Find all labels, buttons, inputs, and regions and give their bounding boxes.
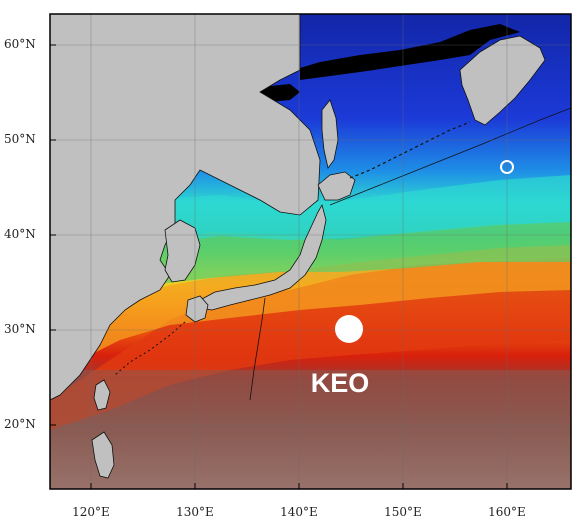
lat-label-20n: 20°N <box>4 417 36 431</box>
land-kamchatka <box>459 35 546 126</box>
lon-label-120e: 120°E <box>72 505 110 519</box>
land-japan-hokkaido <box>317 171 356 201</box>
izu-arc-line <box>249 297 266 401</box>
graticule <box>50 14 571 489</box>
kuroshio-warm-band <box>50 258 571 430</box>
land-taiwan <box>93 379 111 411</box>
land-japan-kyushu <box>185 295 209 323</box>
land-sakhalin <box>321 99 339 169</box>
south-warm-pool <box>50 370 571 489</box>
lat-label-60n: 60°N <box>4 37 36 51</box>
land-japan-honshu <box>199 203 327 311</box>
lon-label-150e: 150°E <box>384 505 422 519</box>
lat-ticks <box>50 44 56 426</box>
lat-label-30n: 30°N <box>4 322 36 336</box>
lon-ticks <box>90 483 508 489</box>
lon-label-130e: 130°E <box>176 505 214 519</box>
transition-green-band <box>90 222 571 300</box>
keo-station-marker <box>335 315 363 343</box>
keo-station-label: KEO <box>311 368 370 398</box>
sea-ice-north <box>300 24 520 80</box>
lat-label-50n: 50°N <box>4 132 36 146</box>
land-asia <box>50 14 321 401</box>
lon-label-160e: 160°E <box>488 505 526 519</box>
cyan-band <box>150 175 571 245</box>
kuril-islands <box>349 121 471 179</box>
map-frame <box>49 13 572 490</box>
lat-label-40n: 40°N <box>4 227 36 241</box>
land-korea <box>164 219 201 283</box>
secondary-station-marker <box>500 160 514 174</box>
land-luzon <box>91 431 115 479</box>
arc-line-east <box>329 107 571 206</box>
lon-label-140e: 140°E <box>280 505 318 519</box>
kuroshio-orange-band <box>70 245 571 365</box>
